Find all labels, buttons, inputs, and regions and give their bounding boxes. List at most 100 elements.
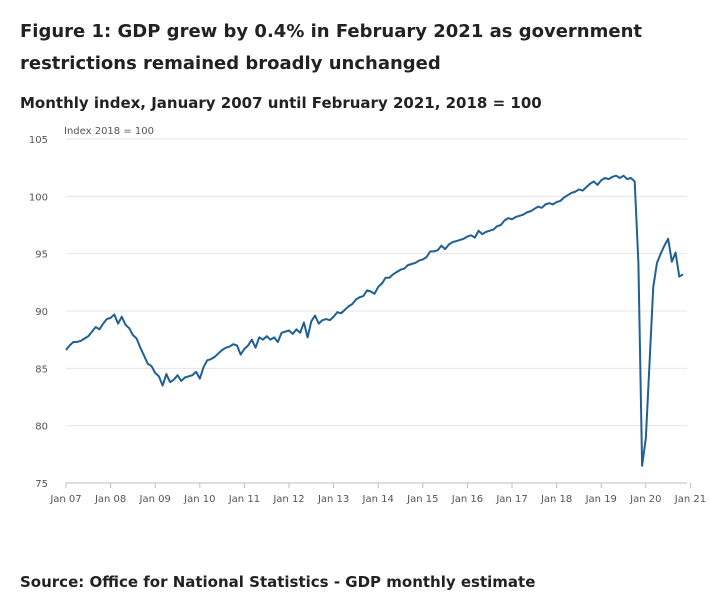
data-point — [459, 239, 461, 241]
data-point — [637, 262, 639, 264]
data-point — [429, 250, 431, 252]
data-point — [660, 252, 662, 254]
data-point — [176, 374, 178, 376]
data-point — [121, 316, 123, 318]
data-point — [567, 194, 569, 196]
data-point — [630, 177, 632, 179]
x-tick-label: Jan 12 — [272, 494, 304, 505]
data-point — [306, 336, 308, 338]
data-point — [135, 337, 137, 339]
x-tick-label: Jan 16 — [451, 494, 483, 505]
data-point — [340, 312, 342, 314]
x-tick-label: Jan 10 — [183, 494, 215, 505]
data-point — [69, 344, 71, 346]
data-point — [652, 286, 654, 288]
data-point — [280, 332, 282, 334]
y-tick-label: 95 — [35, 250, 48, 261]
y-axis-label: Index 2018 = 100 — [64, 126, 154, 137]
axes: 75 80 85 90 95 100 105 Jan 07 Jan 08 Jan 09 Jan 10… — [29, 135, 706, 505]
data-point — [533, 208, 535, 210]
data-point — [299, 332, 301, 334]
data-point — [325, 318, 327, 320]
y-tick-label: 105 — [29, 135, 48, 146]
x-tick-label: Jan 13 — [317, 494, 349, 505]
line-chart: 75 80 85 90 95 100 105 Jan 07 Jan 08 Jan 09 Jan 10… — [29, 126, 706, 505]
data-point — [466, 235, 468, 237]
data-point — [347, 305, 349, 307]
data-point — [344, 309, 346, 311]
x-tick-label: Jan 18 — [540, 494, 572, 505]
data-point — [310, 320, 312, 322]
data-point — [332, 316, 334, 318]
data-point — [202, 366, 204, 368]
data-point — [648, 361, 650, 363]
data-point — [589, 183, 591, 185]
data-point — [526, 211, 528, 213]
data-point — [444, 248, 446, 250]
data-point — [541, 207, 543, 209]
data-point — [295, 328, 297, 330]
data-point — [109, 317, 111, 319]
y-tick-label: 100 — [29, 192, 48, 203]
data-point — [396, 271, 398, 273]
data-point — [671, 260, 673, 262]
data-point — [143, 355, 145, 357]
data-point — [184, 376, 186, 378]
data-point — [351, 303, 353, 305]
data-point — [206, 359, 208, 361]
data-point — [336, 311, 338, 313]
gdp-series-line — [65, 174, 684, 467]
x-tick-label: Jan 20 — [629, 494, 661, 505]
data-point — [399, 269, 401, 271]
data-point — [622, 174, 624, 176]
y-tick-label: 75 — [35, 479, 48, 490]
data-point — [210, 358, 212, 360]
data-point — [470, 234, 472, 236]
data-point — [392, 273, 394, 275]
data-point — [645, 437, 647, 439]
data-point — [195, 371, 197, 373]
data-point — [377, 286, 379, 288]
data-point — [410, 263, 412, 265]
data-point — [173, 379, 175, 381]
data-point — [165, 373, 167, 375]
data-point — [113, 313, 115, 315]
data-point — [221, 349, 223, 351]
data-point — [474, 236, 476, 238]
data-point — [656, 262, 658, 264]
data-point — [544, 203, 546, 205]
data-point — [496, 225, 498, 227]
x-tick-label: Jan 08 — [94, 494, 126, 505]
data-point — [303, 321, 305, 323]
data-point — [262, 338, 264, 340]
data-point — [418, 259, 420, 261]
data-point — [481, 233, 483, 235]
data-point — [83, 337, 85, 339]
x-tick-label: Jan 09 — [139, 494, 171, 505]
data-point — [243, 348, 245, 350]
data-point — [384, 277, 386, 279]
data-point — [247, 344, 249, 346]
source-note: Source: Office for National Statistics -… — [20, 573, 536, 591]
data-point — [552, 203, 554, 205]
y-tick-label: 80 — [35, 422, 48, 433]
data-point — [91, 330, 93, 332]
data-point — [455, 240, 457, 242]
data-point — [593, 180, 595, 182]
data-point — [548, 202, 550, 204]
chart-title: Figure 1: GDP grew by 0.4% in February 2… — [20, 21, 643, 74]
data-point — [80, 340, 82, 342]
data-point — [492, 228, 494, 230]
data-point — [615, 174, 617, 176]
data-point — [258, 336, 260, 338]
data-point — [95, 326, 97, 328]
data-point — [381, 282, 383, 284]
data-point — [607, 178, 609, 180]
data-point — [522, 213, 524, 215]
data-point — [65, 349, 67, 351]
data-point — [128, 327, 130, 329]
series-layer — [65, 174, 684, 467]
data-point — [422, 258, 424, 260]
data-point — [154, 372, 156, 374]
data-point — [139, 346, 141, 348]
